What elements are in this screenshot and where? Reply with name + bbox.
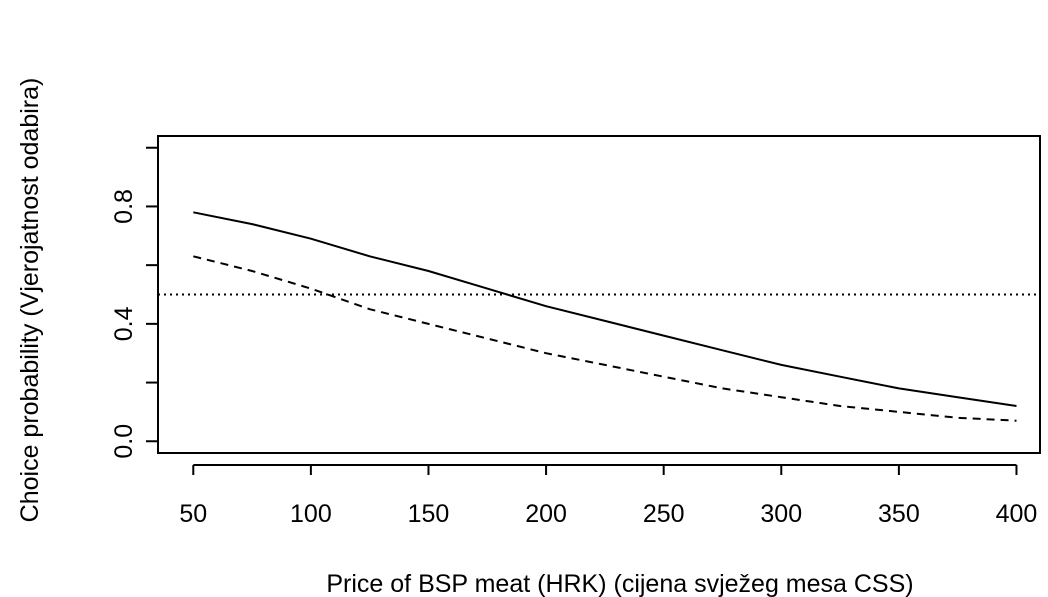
- series-line-dashed: [193, 255, 1017, 422]
- x-axis-title: Price of BSP meat (HRK) (cijena svježeg …: [326, 570, 913, 597]
- x-axis: 50 100 150 200 250 300 350 400: [179, 464, 1038, 528]
- x-tick-label: 50: [179, 500, 207, 528]
- y-tick-label: 0.8: [110, 189, 138, 224]
- series-group: [193, 211, 1017, 422]
- x-tick-label: 100: [290, 500, 332, 528]
- y-axis-title: Choice probability (Vjerojatnost odabira…: [16, 78, 44, 523]
- x-tick-label: 200: [525, 500, 567, 528]
- x-tick-label: 250: [643, 500, 685, 528]
- series-line-solid: [193, 211, 1017, 407]
- y-axis: 0.0 0.4 0.8: [110, 146, 158, 459]
- x-tick-label: 350: [878, 500, 920, 528]
- x-tick-label: 150: [408, 500, 450, 528]
- x-tick-label: 300: [760, 500, 802, 528]
- y-tick-label: 0.4: [110, 306, 138, 341]
- y-tick-label: 0.0: [110, 424, 138, 459]
- x-tick-label: 400: [996, 500, 1038, 528]
